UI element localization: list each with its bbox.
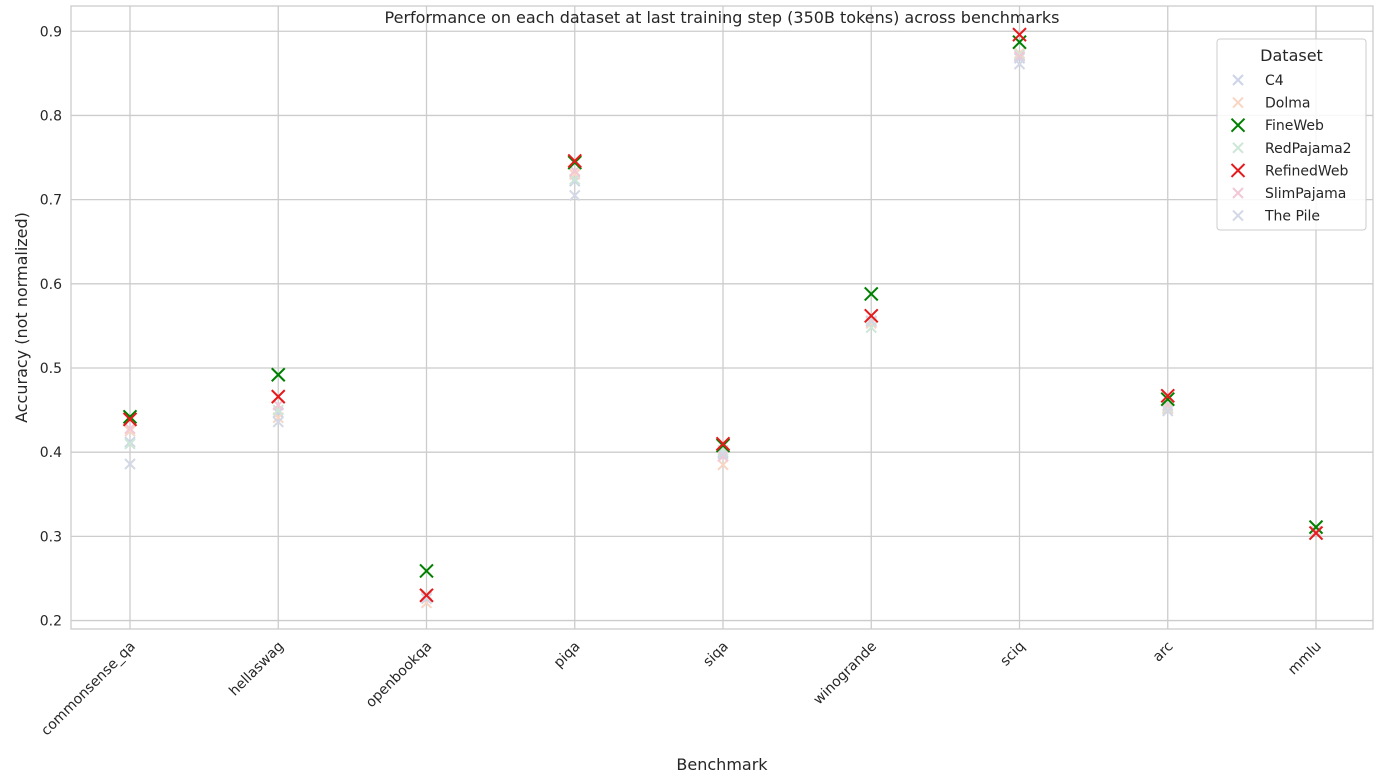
- y-tick-label: 0.6: [40, 277, 62, 293]
- y-tick-label: 0.5: [40, 361, 62, 377]
- legend-marker: [1232, 74, 1244, 86]
- data-point: [1013, 49, 1026, 61]
- legend-item: The Pile: [1232, 209, 1320, 225]
- x-axis-title: Benchmark: [676, 755, 768, 774]
- legend-item: SlimPajama: [1232, 186, 1346, 202]
- legend-title: Dataset: [1260, 46, 1323, 65]
- legend-marker: [1230, 163, 1246, 178]
- y-axis-ticks: 0.2 0.3 0.4 0.5 0.6 0.7 0.8 0.9: [40, 24, 62, 629]
- x-tick-label: mmlu: [1285, 639, 1325, 679]
- legend-label: Dolma: [1265, 96, 1310, 112]
- data-point: [1162, 405, 1174, 417]
- data-point: [419, 563, 434, 579]
- data-point: [124, 458, 136, 470]
- data-point: [1308, 525, 1324, 541]
- legend-marker: [1232, 187, 1244, 199]
- legend-label: RefinedWeb: [1265, 163, 1349, 179]
- y-tick-label: 0.8: [40, 108, 62, 124]
- x-tick-label: arc: [1150, 639, 1177, 666]
- data-point: [419, 588, 434, 603]
- data-point: [1012, 27, 1027, 42]
- legend-label: The Pile: [1264, 209, 1320, 225]
- x-axis-ticks: commonsense_qa hellaswag openbookqa piqa siq…: [38, 639, 1325, 740]
- data-point: [124, 436, 136, 448]
- data-point: [864, 286, 879, 302]
- data-point: [272, 404, 284, 416]
- legend-label: FineWeb: [1265, 118, 1324, 134]
- data-point: [715, 438, 731, 453]
- legend-label: C4: [1265, 73, 1284, 89]
- legend-marker: [1230, 117, 1246, 133]
- y-tick-label: 0.3: [40, 529, 62, 545]
- x-tick-label: openbookqa: [363, 639, 436, 712]
- x-tick-label: hellaswag: [226, 639, 287, 700]
- legend-marker: [1232, 209, 1244, 222]
- legend-item: FineWeb: [1230, 117, 1324, 134]
- data-point: [1160, 391, 1175, 407]
- data-point: [1308, 519, 1324, 535]
- x-tick-label: sciq: [997, 639, 1028, 670]
- plot-area-frame: [70, 5, 1374, 630]
- data-point: [271, 389, 286, 404]
- data-point: [124, 425, 136, 437]
- data-point: [124, 422, 136, 435]
- data-point: [420, 591, 433, 603]
- data-point: [569, 165, 581, 177]
- legend: Dataset C4 Dolma FineWeb RedPajama2 RefinedW…: [1216, 38, 1367, 231]
- y-tick-label: 0.7: [40, 193, 62, 209]
- legend-item: Dolma: [1232, 96, 1310, 112]
- x-tick-label: commonsense_qa: [38, 639, 139, 740]
- y-tick-label: 0.9: [40, 24, 62, 40]
- x-tick-label: piqa: [551, 639, 584, 672]
- data-point: [124, 438, 136, 450]
- data-point: [272, 416, 284, 428]
- data-point: [420, 592, 433, 605]
- data-points: [122, 27, 1324, 609]
- data-point: [1013, 58, 1026, 70]
- data-point: [567, 155, 582, 170]
- data-point: [1013, 47, 1026, 59]
- data-point: [1310, 525, 1322, 538]
- legend-box: [1216, 38, 1367, 231]
- data-point: [569, 173, 581, 186]
- data-point: [715, 436, 731, 451]
- data-point: [864, 308, 879, 324]
- legend-item: RefinedWeb: [1230, 163, 1349, 179]
- chart-title: Performance on each dataset at last trai…: [385, 8, 1060, 27]
- legend-marker: [1232, 142, 1244, 154]
- y-tick-label: 0.4: [40, 445, 62, 461]
- x-tick-label: winogrande: [811, 639, 881, 709]
- data-point: [717, 448, 729, 460]
- data-point: [569, 168, 581, 181]
- y-axis-title: Accuracy (not normalized): [12, 212, 31, 423]
- legend-marker: [1232, 96, 1244, 109]
- grid: [71, 6, 1373, 629]
- data-point: [272, 399, 284, 411]
- data-point: [1162, 403, 1174, 415]
- y-tick-label: 0.2: [40, 614, 62, 630]
- data-point: [717, 450, 729, 463]
- data-point: [567, 153, 582, 169]
- data-point: [1160, 388, 1175, 404]
- legend-items: C4 Dolma FineWeb RedPajama2 RefinedWeb SlimPa…: [1230, 73, 1352, 225]
- data-point: [271, 367, 286, 382]
- legend-label: RedPajama2: [1265, 141, 1352, 157]
- legend-item: RedPajama2: [1232, 141, 1352, 157]
- data-point: [717, 459, 729, 471]
- x-tick-label: siqa: [700, 639, 732, 671]
- data-point: [569, 189, 581, 202]
- data-point: [122, 409, 138, 425]
- legend-label: SlimPajama: [1265, 186, 1346, 202]
- legend-item: C4: [1232, 73, 1284, 89]
- data-point: [122, 412, 138, 427]
- data-point: [865, 315, 877, 327]
